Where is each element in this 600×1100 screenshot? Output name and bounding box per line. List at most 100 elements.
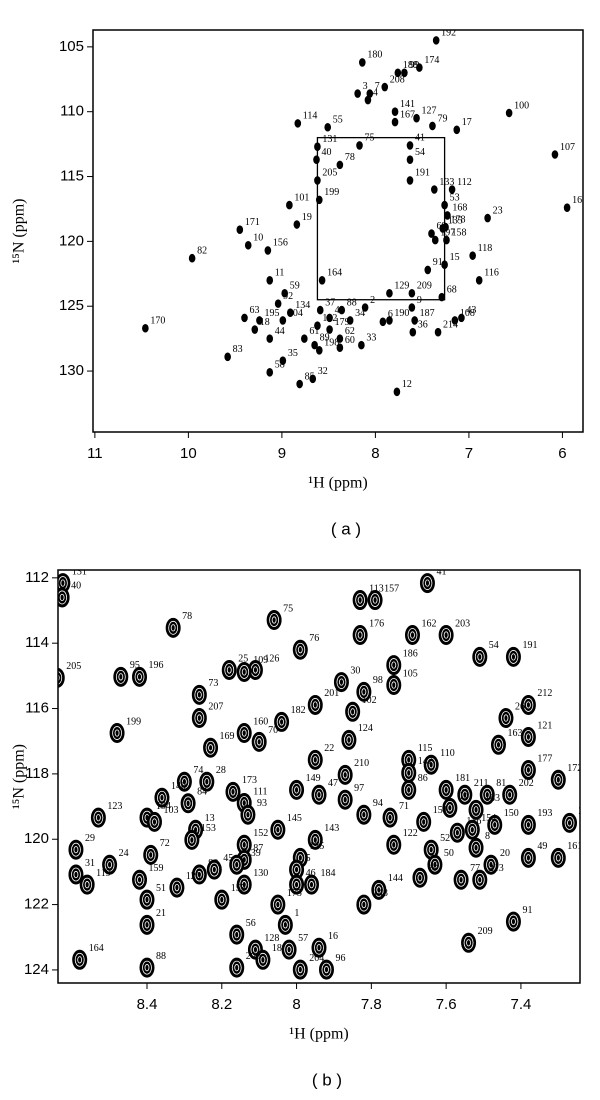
contour-ring: [245, 811, 251, 819]
contour-ring: [148, 851, 154, 859]
contour-ring: [361, 811, 367, 819]
peak-label: 178: [451, 214, 466, 225]
peak-label: 60: [345, 335, 355, 346]
peak: [338, 305, 346, 315]
peak-label: 11: [275, 268, 285, 279]
contour-ring: [373, 882, 384, 897]
peak-label: 105: [403, 668, 418, 679]
peak-label: 112: [457, 177, 472, 188]
peak-label: 164: [89, 943, 104, 954]
peak-label: 96: [335, 953, 345, 964]
contour-ring: [492, 821, 498, 829]
contour-ring: [358, 684, 369, 699]
peak-label: 79: [437, 113, 447, 124]
peak-label: 210: [354, 758, 369, 769]
peak-label: 74: [193, 765, 203, 776]
contour-ring: [294, 881, 299, 889]
peak-label: 140: [171, 781, 186, 792]
peak-label: 205: [322, 168, 337, 179]
contour-ring: [553, 850, 564, 865]
peak-label: 135: [448, 216, 463, 227]
contour-ring: [358, 807, 369, 822]
y-tick-label: 120: [59, 232, 84, 249]
peak: [296, 379, 303, 389]
peak: [431, 185, 438, 194]
contour-ring: [71, 842, 81, 857]
contour-ring: [340, 767, 351, 782]
peak: [287, 308, 294, 317]
x-tick-label: 8: [371, 445, 379, 462]
peak: [413, 113, 420, 123]
contour-ring: [441, 782, 452, 797]
contour-ring: [118, 673, 124, 681]
contour-ring: [93, 810, 104, 825]
peak-label: 164: [327, 268, 342, 279]
contour-ring: [241, 881, 247, 889]
contour-ring: [403, 766, 414, 780]
peak-label: 37: [325, 297, 335, 308]
peak-label: 94: [373, 798, 383, 809]
peak-label: 209: [478, 926, 493, 937]
peak: [453, 125, 461, 135]
peak-label: 133: [439, 177, 454, 188]
x-tick-label: 8.4: [137, 996, 158, 1013]
peak-label: 197: [440, 227, 455, 238]
contour-ring: [454, 829, 460, 837]
peak-label: 205: [66, 661, 81, 672]
peak-label: 143: [324, 823, 339, 834]
panel-label: ( b ): [312, 1070, 342, 1089]
contour-ring: [258, 952, 268, 967]
contour-ring: [388, 678, 399, 692]
peak-label: 17: [462, 117, 472, 128]
contour-ring: [172, 880, 182, 895]
contour-ring: [73, 870, 79, 879]
contour-ring: [295, 642, 306, 657]
peak-label: 100: [514, 100, 529, 111]
contour-ring: [388, 658, 399, 672]
peak-label: 35: [288, 348, 298, 359]
peak-label: 160: [253, 716, 268, 727]
contour-ring: [59, 593, 65, 602]
peak-label: 34: [355, 308, 365, 319]
contour-ring: [137, 673, 142, 681]
peak: [484, 213, 491, 223]
x-tick-label: 7.4: [510, 996, 531, 1013]
peak-label: 14: [459, 791, 469, 802]
peak-label: 150: [504, 808, 519, 819]
contour-ring: [523, 730, 534, 744]
contour-ring: [134, 669, 145, 684]
peak-label: 201: [324, 688, 339, 699]
contour-ring: [525, 766, 531, 774]
peak: [444, 211, 451, 220]
contour-ring: [473, 844, 479, 852]
peak-label: 190: [394, 308, 409, 319]
peak-label: 63: [249, 305, 259, 316]
contour-ring: [250, 942, 261, 957]
peak: [439, 224, 447, 233]
contour-ring: [196, 691, 202, 699]
contour-ring: [112, 726, 122, 740]
peak-label: 188: [403, 60, 418, 71]
contour-ring: [474, 872, 485, 887]
peak-label: 49: [537, 841, 547, 852]
contour-ring: [183, 796, 194, 811]
peak: [241, 313, 248, 323]
peak-label: 31: [85, 858, 95, 869]
contour-ring: [272, 822, 283, 837]
contour-ring: [422, 576, 433, 590]
peak-label: 108: [460, 308, 475, 319]
peak: [406, 176, 414, 185]
contour-ring: [406, 786, 412, 794]
peak-label: 214: [443, 319, 458, 330]
contour-ring: [471, 840, 481, 855]
peak-label: 89: [320, 332, 330, 343]
contour-ring: [71, 867, 81, 882]
contour-ring: [376, 886, 382, 894]
contour-ring: [407, 628, 418, 642]
peak-label: 47: [328, 778, 338, 789]
contour-ring: [312, 756, 318, 764]
peak-label: 77: [470, 863, 480, 874]
contour-ring: [355, 628, 366, 642]
